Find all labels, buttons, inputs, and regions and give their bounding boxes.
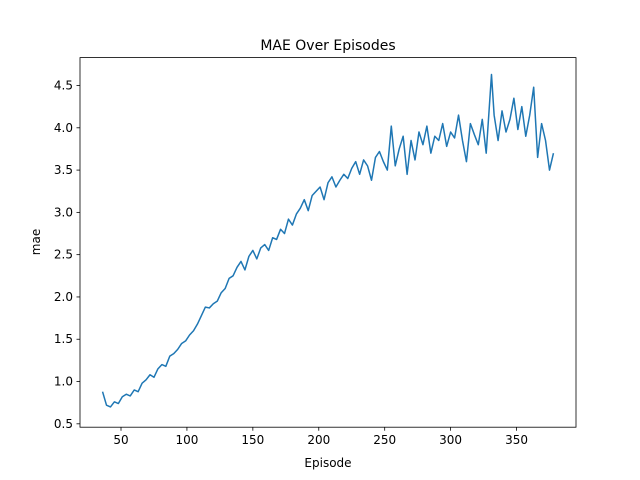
x-tick-label: 350 xyxy=(505,433,528,447)
y-tick-label: 3.0 xyxy=(54,205,73,219)
y-tick-label: 1.5 xyxy=(54,332,73,346)
y-tick-label: 3.5 xyxy=(54,163,73,177)
x-tick-label: 150 xyxy=(241,433,264,447)
x-tick-label: 50 xyxy=(113,433,128,447)
x-axis-label: Episode xyxy=(304,456,351,470)
y-tick-label: 0.5 xyxy=(54,417,73,431)
plot-frame xyxy=(79,57,577,428)
y-axis-label: mae xyxy=(29,229,43,255)
chart-title: MAE Over Episodes xyxy=(260,38,395,54)
y-tick-label: 4.5 xyxy=(54,79,73,93)
y-tick-label: 4.0 xyxy=(54,121,73,135)
x-tick-label: 250 xyxy=(373,433,396,447)
y-tick-label: 2.0 xyxy=(54,290,73,304)
y-tick-label: 1.0 xyxy=(54,375,73,389)
x-tick-label: 100 xyxy=(175,433,198,447)
y-tick-label: 2.5 xyxy=(54,248,73,262)
data-line xyxy=(101,73,555,408)
x-tick-label: 200 xyxy=(307,433,330,447)
x-tick-label: 300 xyxy=(439,433,462,447)
